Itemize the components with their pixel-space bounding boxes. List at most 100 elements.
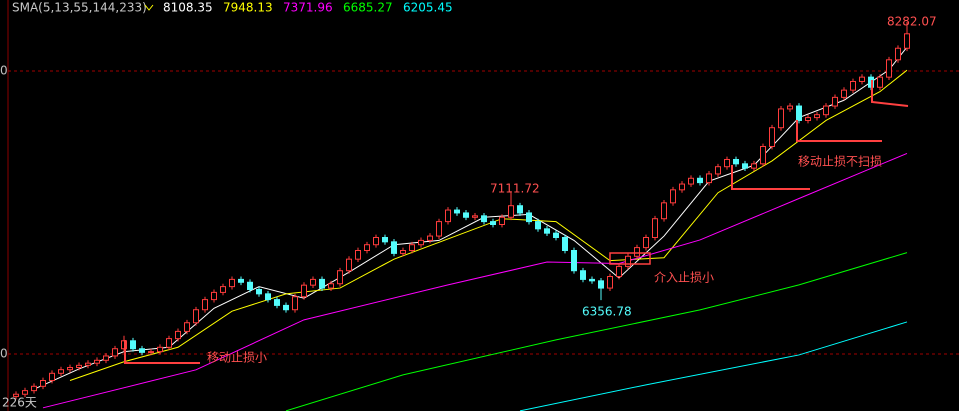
legend-value: 6685.27 bbox=[343, 1, 393, 15]
candle-body bbox=[58, 369, 64, 374]
candle-body bbox=[742, 163, 748, 169]
candle-body bbox=[166, 338, 172, 348]
candle-body bbox=[139, 348, 145, 353]
candle-body bbox=[418, 239, 424, 246]
candle-body bbox=[400, 250, 406, 254]
candle-body bbox=[31, 385, 37, 392]
axis-label: 0 bbox=[0, 347, 8, 361]
candle-body bbox=[463, 212, 469, 218]
candle-body bbox=[40, 380, 46, 387]
candle-body bbox=[832, 96, 838, 107]
annotation: 移动止损不扫损 bbox=[798, 155, 882, 169]
ma-line bbox=[519, 321, 908, 411]
high-label: 7111.72 bbox=[490, 182, 540, 196]
candle-body bbox=[760, 145, 766, 165]
candle-body bbox=[697, 177, 703, 184]
candle-body bbox=[427, 235, 433, 241]
legend-value: 8108.35 bbox=[163, 1, 213, 15]
candle-body bbox=[661, 202, 667, 220]
candle-body bbox=[571, 250, 577, 272]
candle-body bbox=[229, 278, 235, 288]
candle-body bbox=[787, 105, 793, 110]
candle-body bbox=[247, 281, 253, 291]
period-label: 226天 bbox=[2, 396, 37, 410]
candle-body bbox=[490, 221, 496, 225]
stop-lines bbox=[124, 80, 909, 364]
candle-body bbox=[841, 89, 847, 98]
candle-body bbox=[319, 278, 325, 289]
candle-body bbox=[94, 359, 100, 364]
candle-body bbox=[499, 216, 505, 225]
candle-body bbox=[382, 236, 388, 243]
candle-body bbox=[508, 205, 514, 218]
candle-body bbox=[553, 232, 559, 238]
axis-label: 0 bbox=[0, 64, 8, 78]
candle-body bbox=[256, 289, 262, 295]
candle-body bbox=[850, 80, 856, 91]
candle-body bbox=[544, 228, 550, 234]
candle-body bbox=[211, 291, 217, 301]
indicator-title: SMA(5,13,55,144,233) bbox=[12, 1, 147, 15]
candle-body bbox=[778, 108, 784, 129]
candle-body bbox=[409, 244, 415, 252]
plot bbox=[13, 21, 910, 411]
candle-body bbox=[580, 270, 586, 280]
candle-body bbox=[436, 221, 442, 237]
candle-body bbox=[454, 209, 460, 214]
ma-line bbox=[42, 152, 908, 409]
candle-body bbox=[562, 236, 568, 252]
candle-body bbox=[823, 105, 829, 116]
candle-body bbox=[814, 114, 820, 119]
candle-body bbox=[265, 293, 271, 301]
candle-body bbox=[472, 215, 478, 218]
candle-body bbox=[193, 309, 199, 324]
high-label: 8282.07 bbox=[887, 15, 937, 29]
candle-body bbox=[274, 299, 280, 306]
dropdown-icon[interactable] bbox=[144, 4, 154, 11]
candle-body bbox=[130, 340, 136, 350]
entry-box bbox=[609, 252, 651, 265]
candle-body bbox=[202, 299, 208, 311]
candle-body bbox=[184, 322, 190, 332]
candle-body bbox=[895, 47, 901, 61]
candle-body bbox=[796, 105, 802, 121]
candle-body bbox=[724, 158, 730, 168]
candle-body bbox=[67, 367, 73, 371]
candle-body bbox=[589, 278, 595, 282]
candle-body bbox=[706, 173, 712, 184]
stop-line bbox=[871, 80, 909, 107]
candle-body bbox=[652, 218, 658, 238]
candle-body bbox=[301, 284, 307, 298]
candle-body bbox=[733, 158, 739, 165]
candle-body bbox=[445, 209, 451, 223]
candle-body bbox=[157, 346, 163, 353]
candle-body bbox=[769, 127, 775, 147]
candle-body bbox=[112, 348, 118, 357]
candle-body bbox=[679, 183, 685, 191]
annotation: 介入止损小 bbox=[654, 271, 714, 285]
candle-body bbox=[337, 270, 343, 285]
candle-body bbox=[526, 212, 532, 223]
stop-line bbox=[796, 120, 882, 142]
annotation: 移动止损小 bbox=[207, 351, 267, 365]
candle-body bbox=[13, 393, 19, 397]
legend-value: 7371.96 bbox=[283, 1, 333, 15]
candle-body bbox=[85, 362, 91, 366]
ma-line bbox=[285, 252, 908, 411]
candle-body bbox=[535, 221, 541, 230]
legend: 8108.35 7948.13 7371.96 6685.27 6205.45 bbox=[163, 1, 453, 15]
candle-body bbox=[238, 278, 244, 283]
candle-body bbox=[175, 330, 181, 340]
stop-line bbox=[124, 340, 200, 364]
candle-body bbox=[751, 163, 757, 169]
candle-body bbox=[805, 117, 811, 121]
candle-body bbox=[598, 280, 604, 289]
legend-value: 7948.13 bbox=[223, 1, 273, 15]
candle-body bbox=[670, 189, 676, 204]
candle-body bbox=[292, 296, 298, 311]
candle-body bbox=[625, 255, 631, 267]
candle-body bbox=[859, 76, 865, 82]
candle-body bbox=[373, 236, 379, 246]
